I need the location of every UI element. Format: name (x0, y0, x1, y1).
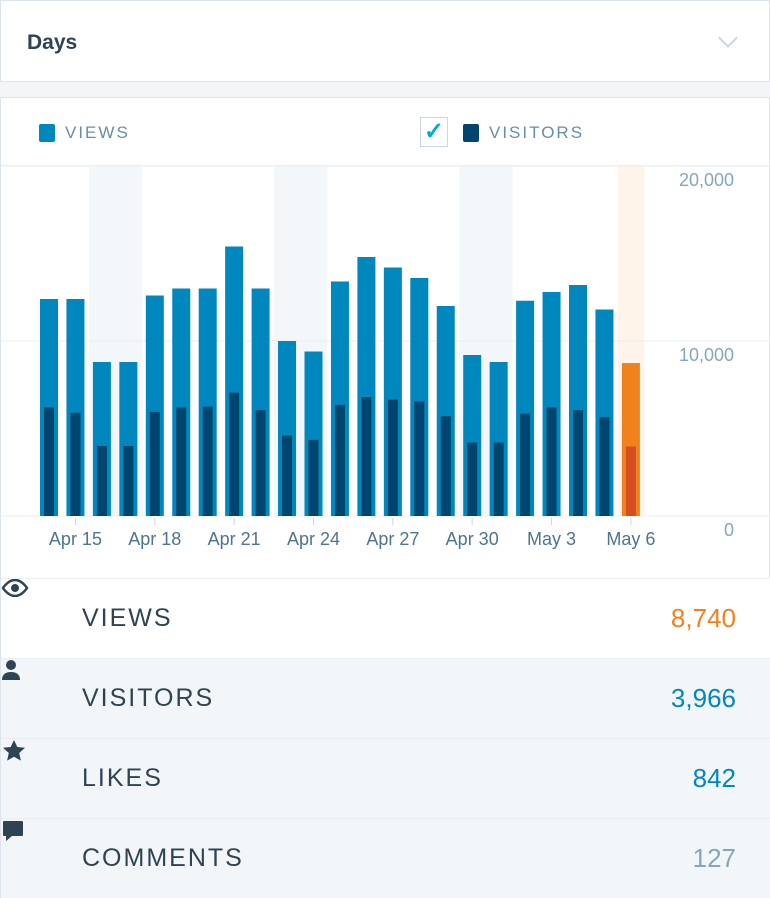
visitors-bar[interactable] (361, 397, 372, 516)
views-swatch (39, 124, 55, 142)
chevron-down-icon[interactable] (718, 28, 738, 48)
visitors-checkbox[interactable]: ✓ (420, 117, 448, 147)
visitors-bar[interactable] (387, 399, 398, 516)
stat-row-comments[interactable]: COMMENTS 127 (1, 818, 770, 898)
legend-views: VIEWS (39, 123, 130, 143)
x-tick-label: Apr 27 (366, 529, 419, 549)
visitors-bar[interactable] (334, 404, 345, 516)
visitors-bar[interactable] (440, 416, 451, 516)
visitors-bar[interactable] (96, 446, 107, 516)
visitors-bar[interactable] (493, 442, 504, 517)
stat-value: 127 (692, 843, 736, 873)
stat-label: LIKES (82, 764, 163, 792)
visitors-bar[interactable] (229, 392, 240, 516)
stat-label: VIEWS (82, 604, 173, 632)
stat-row-views[interactable]: VIEWS 8,740 (1, 578, 770, 658)
stats-chart-card: VIEWS ✓ VISITORS 0 10,000 20,000 Apr 15 Apr … (0, 97, 770, 898)
period-select[interactable]: Days (0, 0, 770, 82)
visitors-bar[interactable] (70, 412, 81, 516)
x-tick-label: Apr 24 (287, 529, 340, 549)
period-title: Days (27, 31, 78, 54)
visitors-bar[interactable] (467, 442, 478, 517)
legend-visitors: VISITORS (463, 123, 584, 143)
stat-label: COMMENTS (82, 844, 244, 872)
visitors-bar[interactable] (599, 417, 610, 516)
visitors-swatch (463, 124, 479, 142)
visitors-bar[interactable] (414, 401, 425, 516)
stat-row-likes[interactable]: LIKES 842 (1, 738, 770, 818)
chart-legend: VIEWS ✓ VISITORS (1, 98, 769, 166)
y-tick-label: 20,000 (679, 170, 734, 190)
x-tick-label: Apr 30 (446, 529, 499, 549)
visitors-bar[interactable] (202, 406, 213, 516)
stat-row-visitors[interactable]: VISITORS 3,966 (1, 658, 770, 738)
stat-label: VISITORS (82, 684, 215, 712)
visitors-bar[interactable] (520, 413, 531, 516)
visitors-bar[interactable] (149, 411, 160, 516)
visitors-bar[interactable] (573, 410, 583, 516)
x-tick-label: Apr 18 (128, 529, 181, 549)
legend-visitors-label: VISITORS (489, 123, 585, 142)
x-tick-label: May 6 (606, 529, 655, 549)
visitors-bar[interactable] (44, 407, 54, 517)
legend-views-label: VIEWS (65, 123, 130, 142)
visitors-bar[interactable] (546, 407, 557, 517)
visitors-bar[interactable] (123, 446, 134, 516)
stat-value: 3,966 (670, 683, 736, 713)
visitors-bar[interactable] (255, 410, 266, 516)
stat-value: 842 (692, 763, 736, 793)
visitors-bar[interactable] (282, 435, 293, 517)
visitors-bar[interactable] (625, 446, 636, 516)
visitors-bar[interactable] (176, 407, 187, 517)
stat-value: 8,740 (670, 603, 736, 633)
x-tick-label: Apr 15 (49, 529, 102, 549)
bar-chart: 0 10,000 20,000 Apr 15 Apr 18 Apr 21 Apr 24 Apr… (1, 166, 770, 549)
y-tick-label: 0 (724, 520, 734, 540)
y-tick-label: 10,000 (679, 345, 734, 365)
visitors-bar[interactable] (308, 439, 319, 516)
x-tick-label: Apr 21 (208, 529, 261, 549)
x-tick-label: May 3 (527, 529, 576, 549)
